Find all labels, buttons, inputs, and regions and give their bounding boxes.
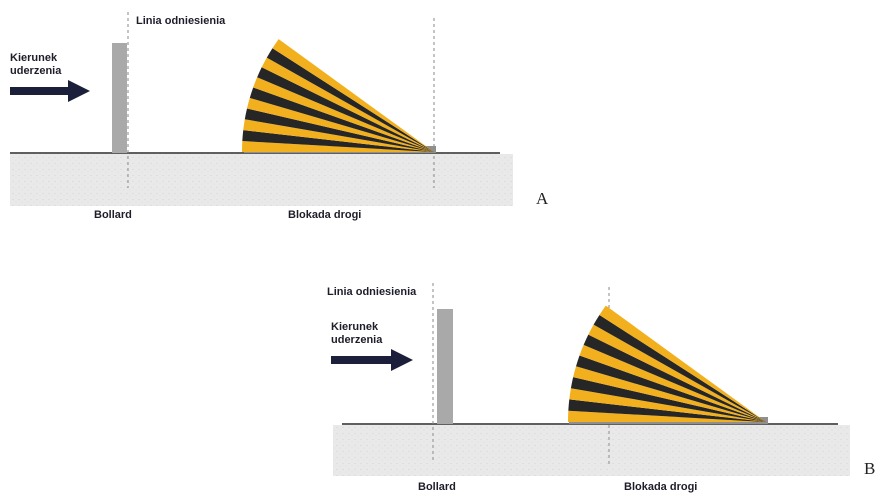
ground-b [333, 425, 850, 476]
reference-line-label-b: Linia odniesienia [327, 286, 417, 298]
panel-label-b: B [864, 459, 875, 478]
roadblock-stripe-b [570, 377, 766, 422]
reference-line-label-a: Linia odniesienia [136, 15, 226, 27]
roadblock-fan-a [241, 39, 434, 153]
roadblock-stripe-b [569, 388, 766, 422]
roadblock-stripe-b [593, 314, 766, 422]
roadblock-stripe-a [246, 97, 434, 152]
roadblock-stripe-a [241, 141, 434, 152]
ground-a [10, 154, 513, 206]
bollard-b [437, 309, 453, 424]
roadblock-stripe-b [576, 355, 766, 422]
roadblock-fan-b [568, 305, 766, 422]
roadblock-stripe-a [257, 67, 434, 152]
roadblock-stripe-a [261, 57, 434, 153]
roadblock-stripe-a [242, 130, 434, 152]
roadblock-stripe-a [253, 77, 434, 152]
diagram-b: Linia odniesienia Kierunek uderzenia Bol… [327, 283, 875, 493]
roadblock-label-a: Blokada drogi [288, 209, 361, 221]
roadblock-b [568, 305, 768, 424]
roadblock-stripe-a [272, 39, 434, 152]
impact-arrow-a [10, 80, 90, 102]
roadblock-stripe-a [244, 108, 434, 152]
impact-direction-label-b-line2: uderzenia [331, 334, 383, 346]
roadblock-stripe-b [599, 305, 766, 422]
roadblock-stripe-b [579, 344, 766, 422]
roadblock-stripe-a [266, 48, 434, 153]
roadblock-stripe-b [588, 324, 766, 422]
roadblock-a [241, 39, 436, 153]
roadblock-stripe-a [243, 119, 434, 152]
diagram-a: Kierunek uderzenia Linia odniesienia Bol… [10, 12, 549, 221]
impact-arrow-b [331, 349, 413, 371]
roadblock-stripe-b [568, 399, 766, 422]
impact-direction-label-a-line1: Kierunek [10, 52, 58, 64]
roadblock-stripe-b [583, 334, 766, 422]
roadblock-label-b: Blokada drogi [624, 481, 697, 493]
impact-direction-label-a-line2: uderzenia [10, 65, 62, 77]
roadblock-stripe-b [573, 366, 766, 422]
bollard-a [112, 43, 127, 153]
impact-direction-label-b-line1: Kierunek [331, 321, 379, 333]
panel-label-a: A [536, 189, 549, 208]
roadblock-stripe-b [568, 410, 766, 422]
bollard-label-b: Bollard [418, 481, 456, 493]
roadblock-stripe-a [249, 87, 434, 152]
bollard-label-a: Bollard [94, 209, 132, 221]
